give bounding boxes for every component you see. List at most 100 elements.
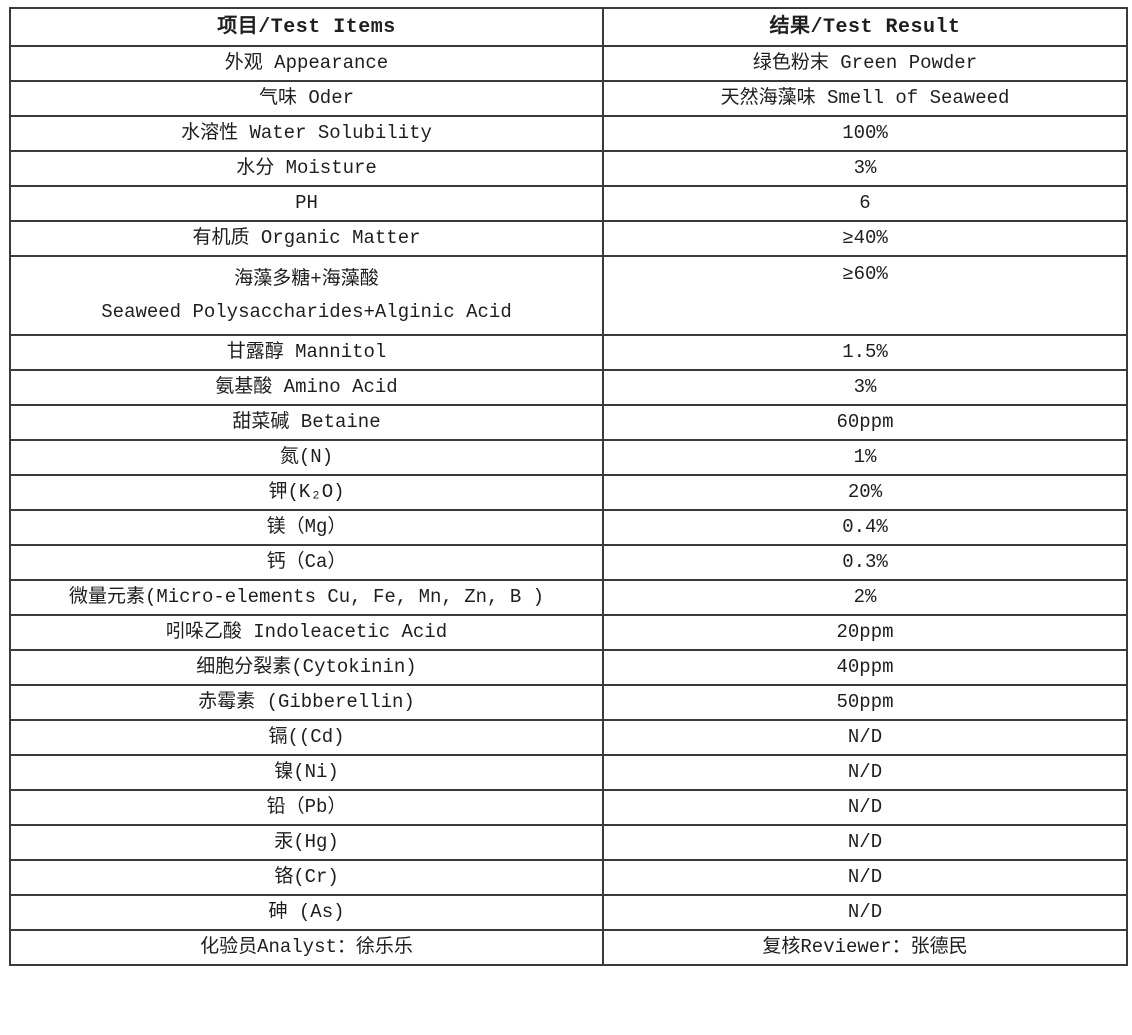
test-item-label: 细胞分裂素(Cytokinin)	[196, 655, 417, 678]
test-item-label: 化验员Analyst：徐乐乐	[200, 935, 413, 958]
test-result-cell: 3%	[602, 150, 1128, 187]
test-item-cell: 海藻多糖+海藻酸 Seaweed Polysaccharides+Alginic…	[9, 255, 604, 336]
test-item-cell: 赤霉素 (Gibberellin)	[9, 684, 604, 721]
test-result-cell: N/D	[602, 789, 1128, 826]
table-row: 水分 Moisture 3%	[9, 150, 1128, 187]
test-item-cell: 水溶性 Water Solubility	[9, 115, 604, 152]
test-item-label: 镉((Cd)	[268, 725, 345, 748]
table-row: 化验员Analyst：徐乐乐 复核Reviewer：张德民	[9, 929, 1128, 966]
test-item-cell: 镁（Mg）	[9, 509, 604, 546]
test-result-cell: 天然海藻味 Smell of Seaweed	[602, 80, 1128, 117]
test-item-cell: 钾(K₂O)	[9, 474, 604, 511]
table-row: 有机质 Organic Matter ≥40%	[9, 220, 1128, 257]
test-item-label-line2: Seaweed Polysaccharides+Alginic Acid	[101, 300, 512, 323]
test-result-cell: 绿色粉末 Green Powder	[602, 45, 1128, 82]
test-item-label: 吲哚乙酸 Indoleacetic Acid	[165, 620, 448, 643]
test-result-cell: 0.4%	[602, 509, 1128, 546]
test-item-label: 海藻多糖+海藻酸	[234, 267, 379, 290]
test-result-cell: 100%	[602, 115, 1128, 152]
test-result-cell: N/D	[602, 859, 1128, 896]
test-result-cell: 60ppm	[602, 404, 1128, 441]
test-item-cell: 细胞分裂素(Cytokinin)	[9, 649, 604, 686]
test-item-cell: 铅（Pb）	[9, 789, 604, 826]
test-result-cell: 复核Reviewer：张德民	[602, 929, 1128, 966]
test-item-cell: 镍(Ni)	[9, 754, 604, 791]
test-report-table: 项目/Test Items 结果/Test Result 外观 Appearan…	[9, 7, 1128, 966]
test-item-label: 砷 (As)	[268, 900, 345, 923]
table-row: 赤霉素 (Gibberellin) 50ppm	[9, 684, 1128, 721]
test-item-label: 外观 Appearance	[224, 51, 389, 74]
test-result-cell: 0.3%	[602, 544, 1128, 581]
test-result-cell: 6	[602, 185, 1128, 222]
test-item-label: 钾(K₂O)	[268, 480, 345, 503]
table-row: 外观 Appearance 绿色粉末 Green Powder	[9, 45, 1128, 82]
table-row: 氮(N) 1%	[9, 439, 1128, 476]
test-item-label: 有机质 Organic Matter	[192, 226, 421, 249]
table-row: 铅（Pb） N/D	[9, 789, 1128, 826]
test-item-cell: 外观 Appearance	[9, 45, 604, 82]
test-item-cell: 化验员Analyst：徐乐乐	[9, 929, 604, 966]
table-row: 水溶性 Water Solubility 100%	[9, 115, 1128, 152]
test-item-label: 甘露醇 Mannitol	[226, 340, 387, 363]
test-item-cell: 水分 Moisture	[9, 150, 604, 187]
table-row: 海藻多糖+海藻酸 Seaweed Polysaccharides+Alginic…	[9, 255, 1128, 336]
test-item-label: 镁（Mg）	[266, 515, 347, 538]
test-result-cell: 3%	[602, 369, 1128, 406]
report-body: 外观 Appearance 绿色粉末 Green Powder 气味 Oder …	[9, 45, 1128, 966]
test-item-label: 气味 Oder	[258, 86, 354, 109]
test-result-cell: N/D	[602, 824, 1128, 861]
test-item-cell: 铬(Cr)	[9, 859, 604, 896]
test-result-cell: 20ppm	[602, 614, 1128, 651]
table-row: 吲哚乙酸 Indoleacetic Acid 20ppm	[9, 614, 1128, 651]
test-item-label: PH	[295, 191, 318, 214]
test-item-label: 水溶性 Water Solubility	[181, 121, 432, 144]
table-row: 汞(Hg) N/D	[9, 824, 1128, 861]
test-item-label: 氮(N)	[279, 445, 334, 468]
table-row: 甘露醇 Mannitol 1.5%	[9, 334, 1128, 371]
table-row: 氨基酸 Amino Acid 3%	[9, 369, 1128, 406]
test-item-label: 微量元素(Micro-elements Cu, Fe, Mn, Zn, B )	[68, 585, 545, 608]
table-row: 微量元素(Micro-elements Cu, Fe, Mn, Zn, B ) …	[9, 579, 1128, 616]
test-item-cell: 氨基酸 Amino Acid	[9, 369, 604, 406]
test-result-cell: N/D	[602, 894, 1128, 931]
test-result-cell: ≥40%	[602, 220, 1128, 257]
test-item-cell: 氮(N)	[9, 439, 604, 476]
test-result-cell: 1%	[602, 439, 1128, 476]
test-item-cell: 镉((Cd)	[9, 719, 604, 756]
header-row: 项目/Test Items 结果/Test Result	[9, 7, 1128, 47]
table-row: 钾(K₂O) 20%	[9, 474, 1128, 511]
test-item-cell: 砷 (As)	[9, 894, 604, 931]
test-item-label: 铬(Cr)	[274, 865, 339, 888]
test-item-label: 氨基酸 Amino Acid	[215, 375, 398, 398]
test-item-label: 赤霉素 (Gibberellin)	[198, 690, 415, 713]
test-item-label: 甜菜碱 Betaine	[232, 410, 381, 433]
test-item-cell: 微量元素(Micro-elements Cu, Fe, Mn, Zn, B )	[9, 579, 604, 616]
test-item-label: 水分 Moisture	[236, 156, 377, 179]
test-item-label: 钙（Ca）	[266, 550, 347, 573]
test-result-cell: N/D	[602, 754, 1128, 791]
table-row: 镁（Mg） 0.4%	[9, 509, 1128, 546]
test-item-label: 汞(Hg)	[274, 830, 339, 853]
test-result-cell: 2%	[602, 579, 1128, 616]
test-item-cell: 钙（Ca）	[9, 544, 604, 581]
test-result-cell: 20%	[602, 474, 1128, 511]
table-row: 细胞分裂素(Cytokinin) 40ppm	[9, 649, 1128, 686]
test-item-cell: 甘露醇 Mannitol	[9, 334, 604, 371]
table-row: 砷 (As) N/D	[9, 894, 1128, 931]
table-row: 钙（Ca） 0.3%	[9, 544, 1128, 581]
test-result-cell: 50ppm	[602, 684, 1128, 721]
table-row: PH 6	[9, 185, 1128, 222]
table-row: 镉((Cd) N/D	[9, 719, 1128, 756]
test-item-label: 铅（Pb）	[266, 795, 347, 818]
test-result-cell: ≥60%	[602, 255, 1128, 336]
table-row: 铬(Cr) N/D	[9, 859, 1128, 896]
test-item-cell: 气味 Oder	[9, 80, 604, 117]
table-row: 甜菜碱 Betaine 60ppm	[9, 404, 1128, 441]
test-result-cell: N/D	[602, 719, 1128, 756]
test-item-cell: 吲哚乙酸 Indoleacetic Acid	[9, 614, 604, 651]
test-item-cell: 汞(Hg)	[9, 824, 604, 861]
test-item-label: 镍(Ni)	[274, 760, 339, 783]
table-row: 镍(Ni) N/D	[9, 754, 1128, 791]
table-row: 气味 Oder 天然海藻味 Smell of Seaweed	[9, 80, 1128, 117]
